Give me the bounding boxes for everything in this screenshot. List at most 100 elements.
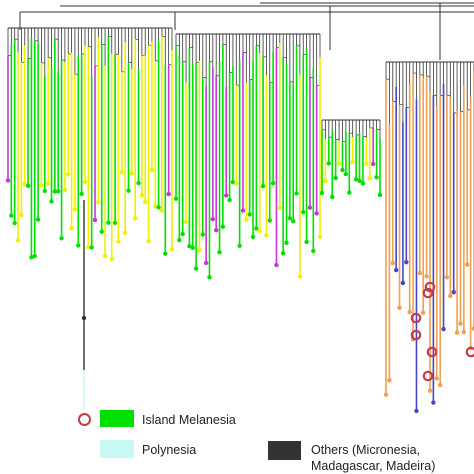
clade-a-tip (169, 247, 175, 252)
clade-c-tip (374, 175, 379, 180)
legend-label-others-line1: Others (Micronesia, (311, 443, 421, 457)
clade-d-tip (400, 280, 406, 286)
tree-branches (7, 2, 474, 411)
clade-a-tip (66, 172, 71, 177)
clade-a-tip (122, 230, 128, 235)
clade-b-tip (173, 196, 179, 201)
clade-b-tip (257, 228, 262, 234)
clade-b-tip (217, 249, 222, 255)
clade-c-tip (340, 167, 345, 173)
clade-b-tip (284, 240, 289, 245)
clade-d-tip (458, 321, 463, 326)
clade-d-tip (431, 400, 436, 405)
clade-b-tip (224, 193, 229, 198)
clade-d-tip (417, 270, 423, 276)
clade-b-tip (193, 266, 199, 271)
clade-b-tip (277, 205, 283, 211)
clade-a-tip (163, 251, 168, 256)
clade-b-tip (227, 197, 232, 203)
clade-b-tip (207, 275, 212, 280)
clade-c-tip (323, 178, 328, 184)
clade-b-tip (250, 234, 256, 240)
clade-a-tip (5, 178, 11, 183)
highlight-ring-marker (410, 312, 422, 324)
clade-a-tip (166, 191, 171, 197)
highlight-ring-marker (422, 287, 434, 299)
clade-a-tip (102, 253, 108, 259)
clade-a-tip (82, 179, 88, 185)
clade-a-tip (86, 245, 91, 250)
clade-b-tip (287, 216, 293, 221)
clade-a-tip (153, 204, 158, 209)
clade-a-tip (79, 191, 84, 196)
clade-a-tip (12, 220, 17, 226)
highlight-ring-marker (426, 346, 438, 358)
clade-a-tip (96, 199, 101, 205)
clade-a-tip (45, 181, 51, 187)
clade-a-tip (42, 188, 48, 194)
clade-d-tip (454, 330, 460, 335)
tree-tips (5, 159, 474, 414)
clade-c-tip (333, 175, 338, 181)
highlight-ring-marker (410, 329, 422, 341)
clade-d-tip (441, 326, 446, 332)
clade-a-tip (146, 238, 151, 244)
clade-d-tip (451, 290, 456, 295)
highlight-ring-marker (424, 281, 436, 293)
clade-b-tip (240, 208, 246, 213)
clade-c-tip (350, 159, 355, 165)
clade-a-tip (9, 213, 14, 218)
clade-b-tip (230, 179, 236, 185)
clade-a-tip (116, 239, 121, 244)
clade-b-tip (274, 262, 279, 268)
clade-a-tip (109, 256, 114, 262)
clade-b-tip (280, 251, 286, 256)
legend-swatch-island-melanesia (100, 410, 134, 427)
clade-b-tip (244, 217, 249, 222)
clade-c-tip (353, 177, 359, 182)
clade-c-tip (330, 194, 335, 200)
clade-b-tip (264, 233, 269, 238)
clade-a-tip (129, 171, 135, 176)
clade-a-tip (143, 199, 148, 205)
clade-b-tip (301, 209, 306, 215)
clade-c-tip (319, 190, 325, 196)
clade-b-tip (267, 218, 272, 223)
legend-label-island-melanesia: Island Melanesia (142, 413, 236, 427)
clade-c-tip (326, 161, 332, 166)
clade-a-tip (159, 208, 165, 213)
clade-d-tip (465, 262, 470, 267)
clade-b-tip (197, 248, 202, 253)
clade-a-tip (72, 207, 78, 212)
clade-b-tip (260, 183, 266, 189)
clade-a-tip (56, 189, 61, 194)
clade-a-tip (29, 255, 34, 260)
clade-b-tip (247, 212, 252, 217)
clade-c-tip (377, 192, 383, 198)
clade-d-tip (444, 274, 450, 280)
clade-a-tip (52, 189, 58, 194)
clade-a-tip (76, 243, 81, 248)
clade-d-tip (387, 377, 392, 383)
clade-b-tip (297, 274, 303, 279)
clade-b-tip (237, 243, 242, 248)
clade-a-tip (19, 212, 24, 218)
clade-a-tip (106, 220, 111, 225)
clade-a-tip (139, 192, 145, 198)
clade-a-tip (112, 220, 118, 226)
clade-d-tip (421, 310, 426, 315)
clade-b-tip (213, 228, 219, 233)
clade-a-tip (99, 229, 104, 234)
clade-a-tip (136, 180, 141, 186)
clade-d-tip (390, 260, 395, 266)
clade-a-tip (35, 217, 41, 222)
clade-b-tip (311, 248, 316, 254)
clade-b-tip (177, 237, 182, 243)
legend-swatch-polynesia (100, 440, 134, 458)
clade-d-tip (414, 408, 419, 414)
clade-c-tip (343, 171, 349, 177)
clade-d-tip (404, 259, 409, 265)
clade-a-tip (22, 182, 27, 187)
clade-b-tip (234, 181, 239, 186)
clade-a-tip (59, 236, 64, 241)
